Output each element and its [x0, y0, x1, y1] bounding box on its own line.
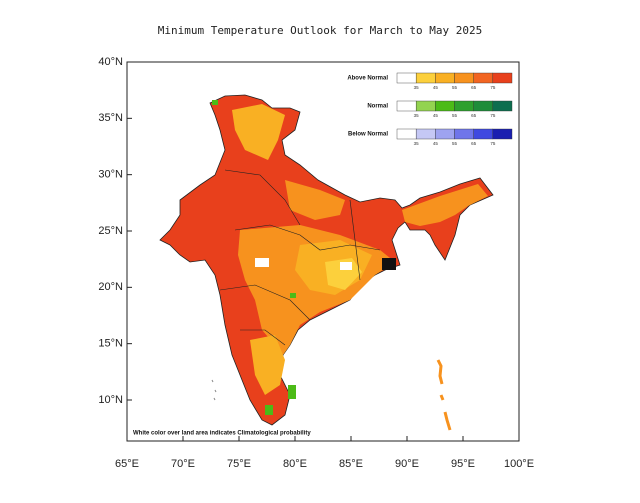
x-tick-label: 85°E — [339, 458, 363, 470]
colorbar-tick-label: 65 — [471, 85, 477, 90]
colorbar-tick-label: 55 — [452, 113, 458, 118]
colorbar-box — [492, 128, 513, 140]
x-tick-label: 95°E — [451, 458, 475, 470]
india-landmass — [159, 94, 494, 431]
colorbar-box — [435, 72, 455, 84]
colorbar-box — [454, 128, 474, 140]
colorbar-tick-label: 35 — [414, 113, 420, 118]
legend-label: Above Normal — [347, 76, 388, 82]
colorbar-box — [435, 100, 455, 112]
x-tick-label: 80°E — [283, 458, 307, 470]
colorbar-box — [454, 72, 474, 84]
colorbar-box — [396, 128, 417, 140]
colorbar-box — [473, 100, 494, 112]
legend-label: Normal — [367, 104, 388, 110]
colorbar-box — [473, 128, 494, 140]
colorbar-box — [454, 100, 474, 112]
y-tick-label: 25°N — [98, 225, 123, 237]
colorbar-box — [415, 100, 436, 112]
x-tick-label: 65°E — [115, 458, 139, 470]
colorbar-tick-label: 35 — [414, 85, 420, 90]
colorbar-tick-label: 65 — [471, 113, 477, 118]
y-tick-label: 30°N — [98, 169, 123, 181]
colorbar-box — [396, 72, 417, 84]
colorbar-tick-label: 75 — [490, 141, 496, 146]
colorbar-tick-label: 45 — [433, 141, 439, 146]
footnote: White color over land area indicates Cli… — [133, 431, 311, 437]
y-tick-label: 20°N — [98, 281, 123, 293]
colorbar-tick-label: 55 — [452, 141, 458, 146]
colorbar-box — [415, 128, 436, 140]
y-tick-label: 10°N — [98, 394, 123, 406]
colorbar-box — [435, 128, 455, 140]
colorbar-tick-label: 65 — [471, 141, 477, 146]
colorbar-tick-label: 75 — [490, 113, 496, 118]
colorbar-box — [396, 100, 417, 112]
colorbar-box — [415, 72, 436, 84]
colorbar-tick-label: 45 — [433, 85, 439, 90]
x-tick-label: 70°E — [171, 458, 195, 470]
x-tick-label: 90°E — [395, 458, 419, 470]
y-tick-label: 15°N — [98, 338, 123, 350]
colorbar-tick-label: 45 — [433, 113, 439, 118]
x-tick-label: 100°E — [504, 458, 534, 470]
colorbar-tick-label: 55 — [452, 85, 458, 90]
colorbar-box — [473, 72, 494, 84]
y-tick-label: 40°N — [98, 56, 123, 68]
colorbar-box — [492, 72, 513, 84]
colorbar-tick-label: 35 — [414, 141, 420, 146]
colorbar-tick-label: 75 — [490, 85, 496, 90]
y-tick-label: 35°N — [98, 112, 123, 124]
x-tick-label: 75°E — [227, 458, 251, 470]
legend-label: Below Normal — [348, 132, 388, 138]
map-title: Minimum Temperature Outlook for March to… — [158, 24, 483, 37]
colorbar-box — [492, 100, 513, 112]
